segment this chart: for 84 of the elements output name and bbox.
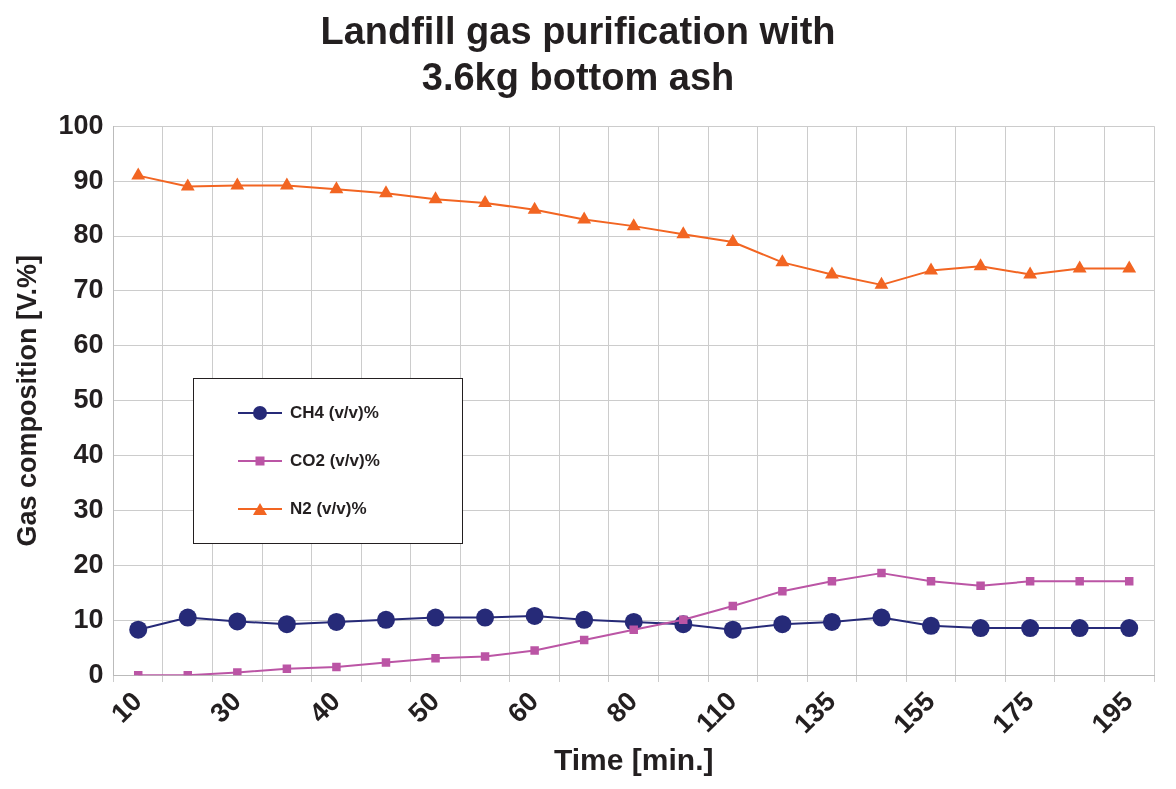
point bbox=[376, 610, 395, 629]
point bbox=[1120, 619, 1139, 638]
point bbox=[228, 612, 247, 631]
legend-label: N2 (v/v)% bbox=[290, 499, 367, 519]
point bbox=[626, 218, 641, 231]
point bbox=[327, 612, 346, 631]
x-tick-label: 50 bbox=[402, 685, 446, 729]
y-tick-label: 70 bbox=[73, 274, 104, 305]
point bbox=[332, 662, 341, 672]
point bbox=[1124, 577, 1134, 586]
y-tick-label: 30 bbox=[73, 493, 104, 524]
point bbox=[1025, 577, 1035, 586]
y-tick-label: 80 bbox=[73, 219, 104, 250]
point bbox=[725, 234, 740, 247]
y-tick-label: 0 bbox=[88, 658, 104, 689]
point bbox=[778, 586, 787, 596]
point bbox=[773, 615, 792, 634]
point bbox=[530, 646, 539, 655]
point bbox=[775, 254, 790, 267]
point bbox=[1070, 619, 1089, 638]
point bbox=[676, 226, 691, 239]
point bbox=[379, 185, 393, 198]
y-axis-title: Gas composition [V.%] bbox=[11, 254, 42, 547]
point bbox=[973, 258, 988, 271]
x-axis-title: Time [min.] bbox=[553, 743, 714, 777]
x-tick-label: 40 bbox=[303, 685, 346, 729]
point bbox=[924, 262, 938, 275]
point bbox=[1122, 260, 1137, 273]
point bbox=[1075, 577, 1084, 586]
legend-label: CO2 (v/v)% bbox=[290, 451, 380, 471]
y-tick-label: 100 bbox=[58, 109, 104, 140]
x-tick-label: 110 bbox=[690, 685, 743, 739]
point bbox=[525, 606, 544, 625]
y-tick-label: 50 bbox=[73, 384, 104, 415]
x-tick-label: 80 bbox=[600, 685, 644, 729]
point bbox=[478, 195, 492, 208]
point bbox=[282, 664, 292, 673]
point bbox=[329, 181, 344, 194]
point bbox=[527, 201, 542, 214]
x-tick-label: 135 bbox=[788, 685, 842, 740]
point bbox=[277, 615, 296, 634]
point bbox=[129, 620, 148, 639]
y-tick-label: 20 bbox=[73, 548, 104, 579]
chart-title: Landfill gas purification with 3.6kg bottom ash bbox=[319, 9, 837, 100]
point bbox=[874, 276, 889, 289]
x-tick-label: 60 bbox=[501, 685, 545, 729]
point bbox=[426, 608, 445, 627]
point bbox=[1023, 266, 1038, 279]
point bbox=[1072, 260, 1087, 273]
point bbox=[922, 616, 941, 635]
point bbox=[1021, 619, 1040, 638]
point bbox=[926, 577, 936, 586]
point bbox=[233, 668, 242, 676]
x-tick-label: 155 bbox=[887, 685, 941, 740]
point bbox=[428, 191, 443, 204]
point bbox=[431, 653, 440, 663]
y-tick-label: 10 bbox=[73, 603, 104, 634]
point bbox=[822, 612, 841, 631]
y-tick-label: 60 bbox=[73, 329, 104, 360]
point bbox=[480, 652, 490, 661]
point bbox=[976, 581, 985, 590]
point bbox=[629, 625, 638, 634]
point bbox=[825, 266, 839, 279]
y-tick-label: 40 bbox=[73, 439, 104, 470]
point bbox=[877, 568, 886, 578]
point bbox=[872, 608, 891, 627]
point bbox=[827, 577, 837, 586]
point bbox=[577, 211, 592, 224]
y-tick-label: 90 bbox=[73, 164, 104, 195]
x-tick-label: 195 bbox=[1085, 685, 1139, 740]
point bbox=[180, 178, 195, 191]
x-tick-label: 10 bbox=[105, 685, 148, 729]
point bbox=[971, 619, 990, 638]
point bbox=[723, 620, 742, 639]
point bbox=[575, 610, 594, 629]
point bbox=[381, 658, 391, 667]
x-tick-label: 175 bbox=[986, 685, 1040, 740]
point bbox=[178, 608, 197, 627]
point bbox=[476, 608, 495, 627]
legend-label: CH4 (v/v)% bbox=[290, 403, 379, 423]
point bbox=[131, 167, 146, 180]
point bbox=[279, 177, 294, 190]
point bbox=[230, 177, 245, 190]
x-tick-label: 30 bbox=[204, 685, 247, 729]
